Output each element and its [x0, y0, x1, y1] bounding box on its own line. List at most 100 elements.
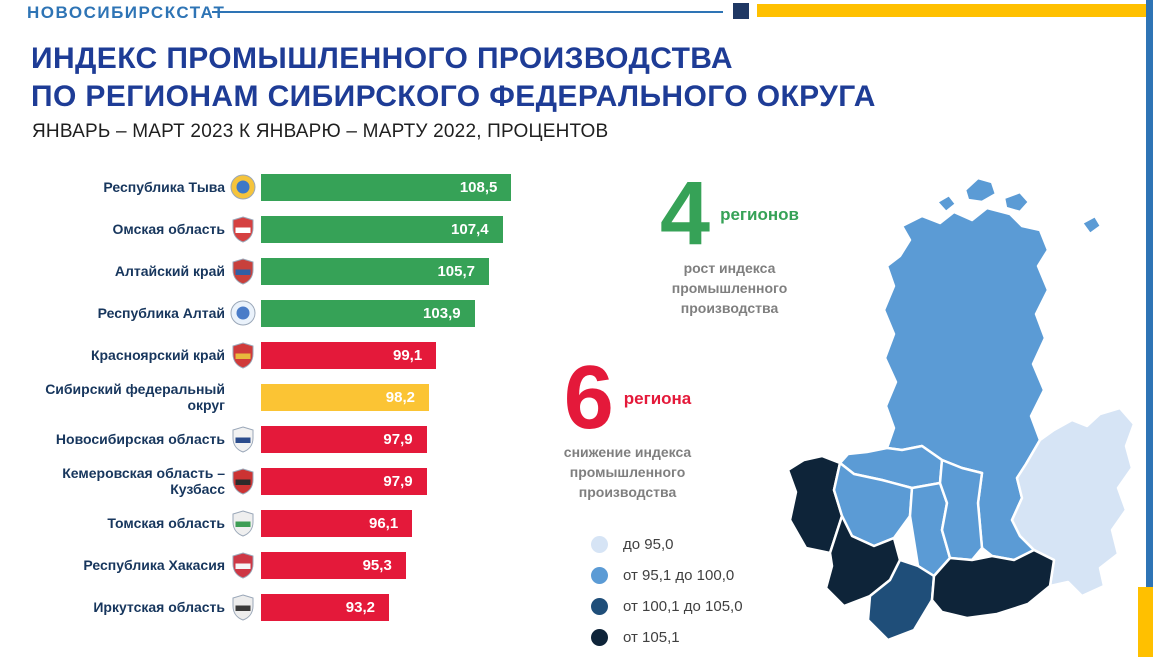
- bar-value-label: 103,9: [423, 304, 461, 322]
- coat-of-arms-icon: [232, 467, 254, 495]
- legend-label: от 100,1 до 105,0: [623, 598, 743, 615]
- map-region-arctic-islands: [935, 193, 958, 214]
- growth-desc-line: промышленного: [671, 279, 788, 296]
- legend-swatch: [591, 598, 608, 615]
- growth-count: 4: [660, 164, 711, 264]
- coat-of-arms-icon: [232, 593, 254, 621]
- region-label: Иркутская область: [93, 598, 225, 615]
- region-coat-of-arms-icon: [225, 257, 261, 285]
- chart-row: Республика Хакасия 95,3: [25, 544, 565, 586]
- page-subtitle: ЯНВАРЬ – МАРТ 2023 К ЯНВАРЮ – МАРТУ 2022…: [32, 121, 609, 142]
- value-bar-decline: 97,9: [261, 425, 427, 453]
- region-label: Омская область: [112, 220, 225, 237]
- map-region-khakasia: [938, 458, 984, 562]
- header-rule: [212, 11, 723, 13]
- decline-stat: 6 региона снижение индекса промышленного…: [540, 348, 715, 502]
- region-label: Кемеровская область – Кузбасс: [62, 464, 225, 497]
- header-accent-square: [733, 3, 749, 19]
- growth-unit: регионов: [720, 204, 799, 224]
- region-label: Республика Хакасия: [83, 556, 225, 573]
- region-label: Республика Тыва: [103, 178, 225, 195]
- coat-of-arms-icon: [232, 425, 254, 453]
- coat-of-arms-icon: [230, 300, 256, 326]
- coat-of-arms-icon: [232, 341, 254, 369]
- decline-desc-line: снижение индекса: [563, 443, 692, 460]
- chart-row: Республика Алтай 103,9: [25, 292, 565, 334]
- chart-row: Алтайский край 105,7: [25, 250, 565, 292]
- map-region-altai-republic: [866, 558, 936, 642]
- region-coat-of-arms-icon: [225, 300, 261, 326]
- value-bar-growth: 103,9: [261, 299, 475, 327]
- bar-value-label: 96,1: [368, 514, 399, 532]
- coat-of-arms-icon: [232, 257, 254, 285]
- value-bar-district: 98,2: [261, 383, 429, 411]
- chart-row: Томская область 96,1: [25, 502, 565, 544]
- bar-value-label: 108,5: [459, 178, 498, 196]
- region-label: Красноярский край: [90, 346, 225, 363]
- growth-desc-line: производства: [680, 299, 779, 316]
- growth-stat-headline: 4 регионов: [642, 164, 817, 264]
- region-label: Новосибирская область: [55, 430, 225, 447]
- coat-of-arms-icon: [230, 174, 256, 200]
- chart-row: Сибирский федеральный округ 98,2: [25, 376, 565, 418]
- chart-row: Новосибирская область 97,9: [25, 418, 565, 460]
- region-coat-of-arms-icon: [225, 425, 261, 453]
- header-accent-yellow-bar: [757, 4, 1153, 17]
- region-coat-of-arms-icon: [225, 593, 261, 621]
- value-bar-decline: 96,1: [261, 509, 413, 537]
- bar-value-label: 107,4: [451, 220, 489, 238]
- map-region-arctic-islands: [1080, 214, 1103, 236]
- legend-item: от 95,1 до 100,0: [591, 567, 743, 584]
- value-bar-decline: 95,3: [261, 551, 406, 579]
- growth-desc-line: рост индекса: [683, 259, 776, 276]
- right-edge-yellow-strip: [1138, 587, 1153, 657]
- region-label: Сибирский федеральный округ: [45, 380, 225, 413]
- chart-row: Кемеровская область – Кузбасс 97,9: [25, 460, 565, 502]
- bar-value-label: 95,3: [362, 556, 392, 574]
- decline-stat-headline: 6 региона: [540, 348, 715, 448]
- region-label: Алтайский край: [114, 262, 225, 279]
- value-bar-decline: 93,2: [261, 593, 389, 621]
- coat-of-arms-icon: [232, 551, 254, 579]
- bar-value-label: 97,9: [383, 430, 413, 448]
- bar-chart-rows: Республика Тыва 108,5 Омская область 107,4 А…: [25, 166, 565, 628]
- page-title-line1: ИНДЕКС ПРОМЫШЛЕННОГО ПРОИЗВОДСТВА: [31, 42, 733, 75]
- map-region-arctic-islands: [1002, 190, 1031, 214]
- value-bar-growth: 107,4: [261, 215, 503, 243]
- right-edge-blue-strip: [1146, 0, 1153, 657]
- value-bar-decline: 97,9: [261, 467, 427, 495]
- brand-logo-text: НОВОСИБИРСКСТАТ: [27, 3, 226, 22]
- region-coat-of-arms-icon: [225, 215, 261, 243]
- map-svg: [786, 176, 1136, 642]
- decline-desc-line: производства: [578, 483, 677, 500]
- decline-desc-line: промышленного: [569, 463, 686, 480]
- region-coat-of-arms-icon: [225, 467, 261, 495]
- legend-label: до 95,0: [623, 536, 674, 553]
- siberian-federal-district-map: [782, 168, 1142, 657]
- bar-value-label: 98,2: [385, 388, 415, 406]
- decline-unit: региона: [623, 388, 692, 408]
- map-region-arctic-islands: [963, 176, 998, 204]
- legend-item: от 100,1 до 105,0: [591, 598, 743, 615]
- chart-row: Красноярский край 99,1: [25, 334, 565, 376]
- legend-swatch: [591, 567, 608, 584]
- chart-row: Омская область 107,4: [25, 208, 565, 250]
- bar-value-label: 99,1: [392, 346, 423, 364]
- map-region-tyva: [930, 548, 1056, 620]
- coat-of-arms-icon: [232, 215, 254, 243]
- coat-of-arms-icon: [232, 509, 254, 537]
- region-coat-of-arms-icon: [225, 174, 261, 200]
- legend-item: от 105,1: [591, 629, 743, 646]
- value-bar-decline: 99,1: [261, 341, 437, 369]
- decline-count: 6: [563, 348, 614, 448]
- legend-swatch: [591, 629, 608, 646]
- bar-value-label: 93,2: [345, 598, 375, 616]
- page-title-line2: ПО РЕГИОНАМ СИБИРСКОГО ФЕДЕРАЛЬНОГО ОКРУ…: [31, 80, 876, 113]
- value-bar-growth: 105,7: [261, 257, 489, 285]
- bar-chart: Республика Тыва 108,5 Омская область 107,4 А…: [25, 166, 565, 628]
- bar-value-label: 105,7: [437, 262, 475, 280]
- legend-label: от 105,1: [623, 629, 680, 646]
- growth-stat: 4 регионов рост индекса промышленного пр…: [642, 164, 817, 318]
- chart-row: Республика Тыва 108,5: [25, 166, 565, 208]
